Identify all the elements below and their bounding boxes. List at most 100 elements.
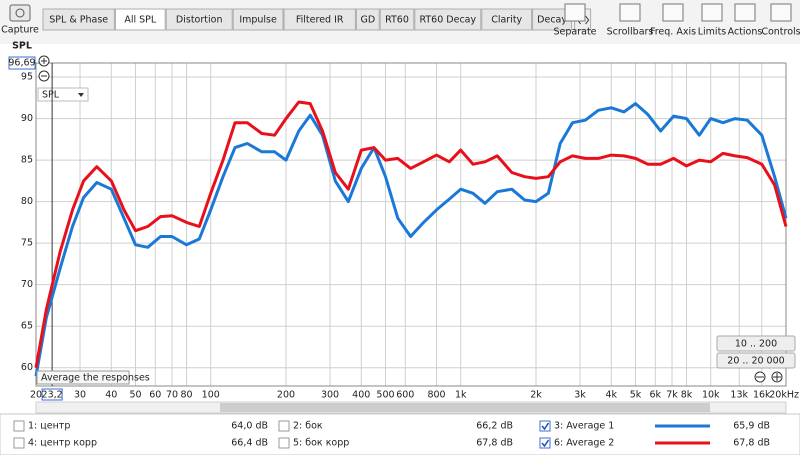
y-tick-label: 95: [21, 72, 33, 83]
x-tick-label: 80: [180, 390, 192, 401]
tool-icon[interactable]: [662, 3, 684, 22]
tab[interactable]: [283, 8, 356, 31]
y-tick-label: 96,69: [8, 58, 35, 69]
y-tick-label: 70: [21, 279, 33, 290]
tab[interactable]: [42, 8, 115, 31]
zoom-glyph: [773, 373, 781, 381]
tool-label: Actions: [728, 27, 763, 38]
legend-label: 3: Average 1: [554, 421, 614, 432]
x-tick-label: 800: [427, 390, 445, 401]
legend-level: 66,2 dB: [476, 421, 513, 432]
capture-lens: [15, 8, 25, 18]
x-tick-label: 300: [321, 390, 339, 401]
x-tick-label: 20kHz: [769, 390, 799, 401]
tab[interactable]: [379, 8, 415, 31]
cursor-box: [41, 388, 63, 401]
tab-label: Impulse: [239, 15, 277, 26]
scrollbar-thumb[interactable]: [220, 403, 710, 412]
series-line: [34, 100, 788, 368]
tool-label: Limits: [698, 27, 727, 38]
legend-level: 65,9 dB: [733, 421, 770, 432]
series-line: [34, 102, 788, 377]
y-tick-label: 80: [21, 196, 33, 207]
tool-label: Scrollbars: [607, 27, 654, 38]
x-tick-label: 200: [277, 390, 295, 401]
x-tick-label: 2k: [530, 390, 542, 401]
legend-checkmark: [541, 422, 550, 431]
x-tick-label: 13k: [730, 390, 748, 401]
tool-icon[interactable]: [564, 3, 586, 22]
cursor-label: 23,2: [42, 390, 63, 401]
tool-icon[interactable]: [734, 3, 756, 22]
y-axis-label: SPL: [12, 41, 32, 52]
x-tick-label: 70: [166, 390, 178, 401]
x-tick-label: 8k: [681, 390, 693, 401]
tool-icon[interactable]: [701, 3, 723, 22]
x-tick-label: 10k: [702, 390, 720, 401]
legend-label: 5: бок корр: [293, 438, 349, 449]
x-tick-label: 100: [202, 390, 220, 401]
tab[interactable]: [414, 8, 482, 31]
tool-icon[interactable]: [619, 3, 641, 22]
x-tick-label: 5k: [630, 390, 642, 401]
x-tick-label: 600: [396, 390, 414, 401]
tab-label: Clarity: [491, 15, 522, 26]
x-tick-label: 3k: [574, 390, 586, 401]
tab[interactable]: [481, 8, 533, 31]
selector-label: SPL: [42, 90, 60, 101]
x-tick-label: 60: [149, 390, 161, 401]
y-tick-label: 90: [21, 113, 33, 124]
legend-checkbox[interactable]: [13, 420, 25, 432]
tab-label: RT60: [385, 15, 409, 26]
chart-panel: [0, 44, 800, 414]
tab-label: All SPL: [124, 15, 157, 26]
tab-label: GD: [360, 15, 375, 26]
range-button-label: 20 .. 20 000: [727, 356, 784, 367]
x-tick-label: 500: [376, 390, 394, 401]
x-tick-label: 50: [129, 390, 141, 401]
legend-checkbox[interactable]: [539, 420, 551, 432]
tab[interactable]: [114, 8, 166, 31]
selector[interactable]: [37, 87, 89, 102]
legend-label: 2: бок: [293, 421, 323, 432]
x-tick-label: 400: [352, 390, 370, 401]
legend-checkbox[interactable]: [278, 437, 290, 449]
tooltip: [36, 370, 130, 385]
x-tick-label: 7k: [666, 390, 678, 401]
capture-icon[interactable]: [9, 4, 31, 22]
zoom-glyphs: [41, 58, 47, 77]
legend-label: 6: Average 2: [554, 438, 614, 449]
tool-icon[interactable]: [770, 3, 792, 22]
legend-label: 4: центр корр: [28, 438, 97, 449]
x-tick-label: 20: [30, 390, 42, 401]
tab[interactable]: [232, 8, 284, 31]
x-tick-label: 40: [105, 390, 117, 401]
tool-label: Controls: [761, 27, 800, 38]
legend-checkbox[interactable]: [278, 420, 290, 432]
tab[interactable]: [165, 8, 233, 31]
tab-label: RT60 Decay: [419, 15, 476, 26]
tool-label: Separate: [553, 27, 596, 38]
legend-panel: [0, 413, 800, 455]
range-button-label: 10 .. 200: [735, 339, 777, 350]
range-button[interactable]: [716, 335, 796, 352]
legend-label: 1: центр: [28, 421, 70, 432]
tab-label: Distortion: [176, 15, 223, 26]
x-tick-label: 4k: [605, 390, 617, 401]
legend-checkbox[interactable]: [13, 437, 25, 449]
legend-level: 64,0 dB: [231, 421, 268, 432]
legend-checkbox[interactable]: [539, 437, 551, 449]
y-tick-label: 75: [21, 238, 33, 249]
tab[interactable]: [355, 8, 380, 31]
y-tick-label: 85: [21, 155, 33, 166]
tool-label: Freq. Axis: [650, 27, 696, 38]
y-tick-label: 65: [21, 321, 33, 332]
tab-label: Decay: [537, 15, 567, 26]
x-tick-label: 1k: [455, 390, 467, 401]
x-tick-label: 30: [74, 390, 86, 401]
y-tick-label: 60: [21, 362, 33, 373]
x-tick-label: 6k: [650, 390, 662, 401]
range-button[interactable]: [716, 352, 796, 369]
